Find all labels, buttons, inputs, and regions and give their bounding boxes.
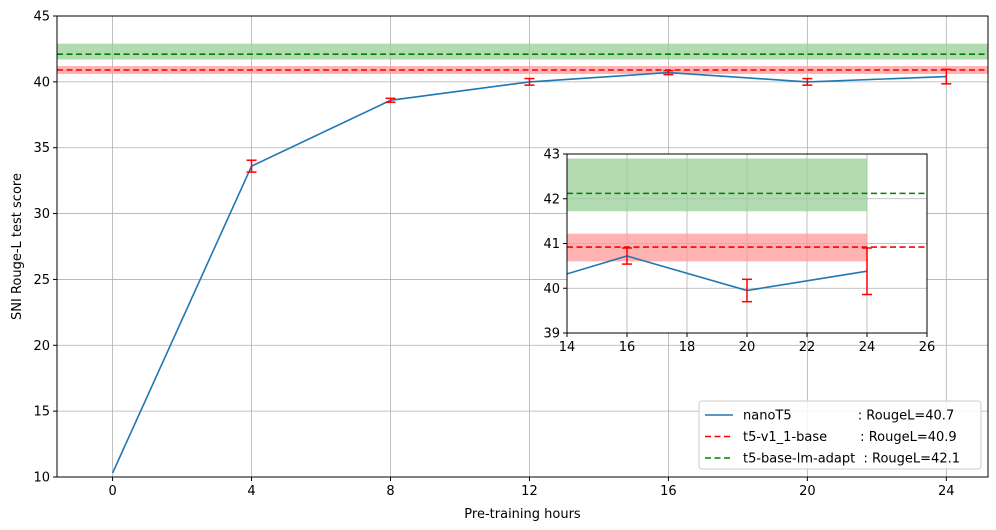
inset-ytick-label: 41: [543, 237, 560, 252]
legend-label-t5-base-lm-adapt: t5-base-lm-adapt : RougeL=42.1: [743, 452, 960, 467]
inset-xtick-label: 26: [919, 340, 936, 355]
main-ytick-label: 45: [33, 10, 50, 25]
inset-ytick-label: 42: [543, 192, 560, 207]
main-x-axis-label: Pre-training hours: [464, 507, 581, 522]
main-ytick-label: 35: [33, 141, 50, 156]
main-ytick-label: 10: [33, 471, 50, 486]
main-xtick-label: 4: [247, 484, 255, 499]
inset-ytick-label: 43: [543, 148, 560, 163]
main-data-area: [57, 43, 988, 474]
main-y-axis-label: SNI Rouge-L test score: [10, 173, 25, 320]
inset-xtick-label: 20: [739, 340, 756, 355]
legend-frame: [698, 400, 982, 470]
inset-xtick-label: 16: [619, 340, 636, 355]
inset-plot: 14 16 18 20 22 24 26 39 40 41 42 43: [543, 148, 935, 356]
main-xtick-label: 0: [108, 484, 116, 499]
inset-xtick-label: 24: [859, 340, 876, 355]
main-ytick-label: 40: [33, 75, 50, 90]
inset-data-area: [567, 158, 927, 303]
main-band-t5-base-lm-adapt: [57, 43, 988, 60]
inset-series-nanoT5: [567, 255, 868, 292]
legend: nanoT5 : RougeL=40.7 t5-v1_1-base : Rouge…: [698, 400, 982, 470]
main-ytick-label: 15: [33, 405, 50, 420]
main-xtick-label: 20: [799, 484, 816, 499]
legend-label-nanoT5: nanoT5 : RougeL=40.7: [743, 409, 954, 424]
legend-label-t5-v1_1-base: t5-v1_1-base : RougeL=40.9: [743, 430, 957, 445]
main-axes-frame: [56, 15, 989, 478]
inset-xtick-label: 22: [799, 340, 816, 355]
main-xtick-label: 12: [521, 484, 538, 499]
inset-ytick-label: 40: [543, 282, 560, 297]
main-xtick-label: 16: [660, 484, 677, 499]
inset-band-t5-v1_1-base: [567, 233, 867, 262]
main-ytick-label: 20: [33, 339, 50, 354]
inset-ytick-label: 39: [543, 327, 560, 342]
inset-xtick-label: 18: [679, 340, 696, 355]
main-xtick-label: 24: [938, 484, 955, 499]
main-ytick-label: 25: [33, 273, 50, 288]
main-ytick-label: 30: [33, 207, 50, 222]
inset-band-t5-base-lm-adapt: [567, 158, 867, 212]
main-xtick-label: 8: [386, 484, 394, 499]
inset-xtick-label: 14: [559, 340, 576, 355]
